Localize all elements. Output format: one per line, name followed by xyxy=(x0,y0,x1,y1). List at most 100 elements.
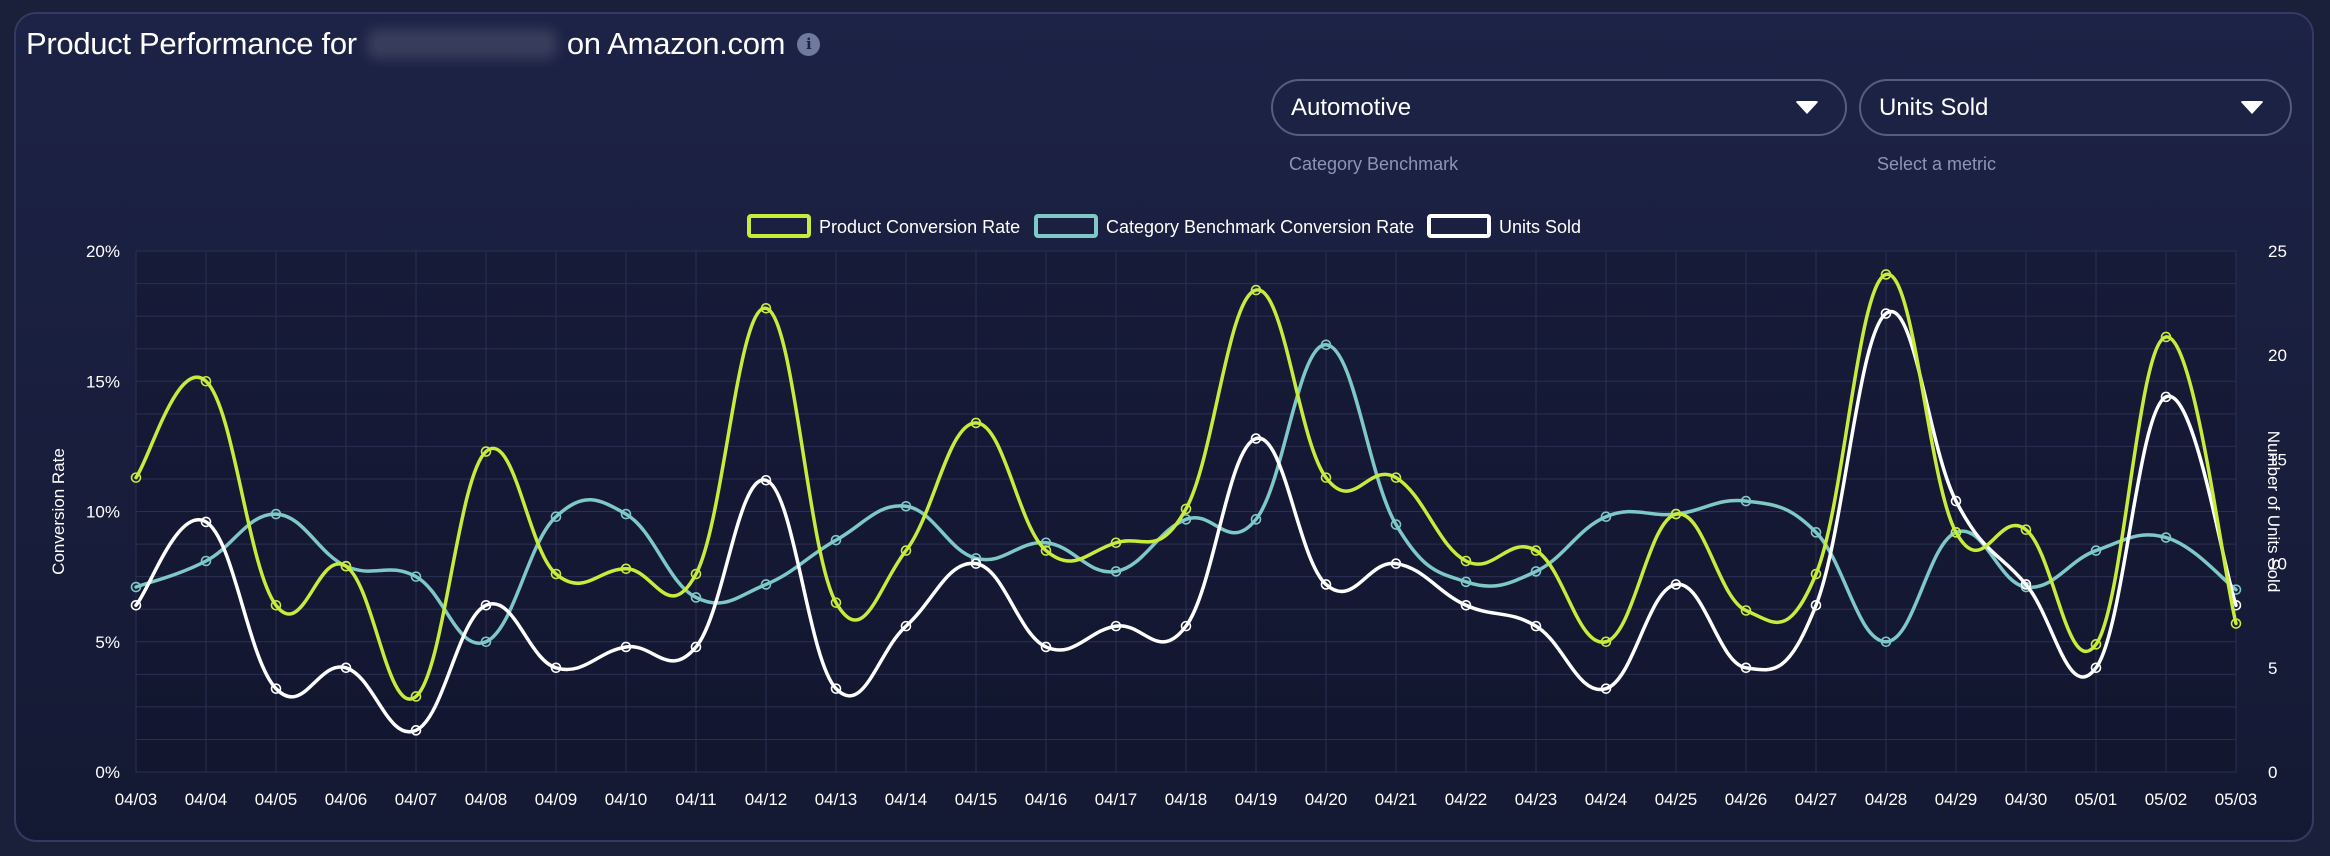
x-tick-label: 04/29 xyxy=(1935,790,1978,809)
chevron-down-icon[interactable] xyxy=(2240,101,2264,114)
data-point-units-sold[interactable] xyxy=(1110,620,1122,632)
data-point-product-conversion[interactable] xyxy=(1180,503,1192,515)
data-point-benchmark-conversion[interactable] xyxy=(1110,566,1122,577)
data-point-units-sold[interactable] xyxy=(1950,495,1962,507)
data-point-units-sold[interactable] xyxy=(1880,308,1892,319)
data-point-product-conversion[interactable] xyxy=(690,568,702,580)
data-point-benchmark-conversion[interactable] xyxy=(900,500,912,512)
data-point-units-sold[interactable] xyxy=(130,599,142,611)
data-point-benchmark-conversion[interactable] xyxy=(2090,545,2102,556)
data-point-units-sold[interactable] xyxy=(830,683,842,694)
data-point-benchmark-conversion[interactable] xyxy=(200,555,212,567)
x-tick-label: 04/10 xyxy=(605,790,648,809)
data-point-benchmark-conversion[interactable] xyxy=(760,579,772,590)
data-point-benchmark-conversion[interactable] xyxy=(410,571,422,582)
data-point-units-sold[interactable] xyxy=(1810,599,1822,611)
data-point-product-conversion[interactable] xyxy=(410,691,422,702)
data-point-units-sold[interactable] xyxy=(620,641,632,653)
data-point-product-conversion[interactable] xyxy=(2160,331,2172,343)
data-point-product-conversion[interactable] xyxy=(270,599,282,611)
data-point-product-conversion[interactable] xyxy=(130,472,142,483)
data-point-benchmark-conversion[interactable] xyxy=(1880,636,1892,648)
data-point-units-sold[interactable] xyxy=(340,662,352,674)
data-point-product-conversion[interactable] xyxy=(1670,508,1682,520)
data-point-units-sold[interactable] xyxy=(1460,599,1472,611)
data-point-product-conversion[interactable] xyxy=(1040,545,1052,556)
data-point-units-sold[interactable] xyxy=(1670,579,1682,590)
data-point-benchmark-conversion[interactable] xyxy=(1530,566,1542,577)
data-point-units-sold[interactable] xyxy=(2090,662,2102,674)
data-point-product-conversion[interactable] xyxy=(620,563,632,575)
data-point-product-conversion[interactable] xyxy=(970,417,982,429)
category-benchmark-select[interactable]: Automotive xyxy=(1271,79,1847,136)
data-point-product-conversion[interactable] xyxy=(1530,545,1542,556)
data-point-benchmark-conversion[interactable] xyxy=(1600,511,1612,523)
data-point-benchmark-conversion[interactable] xyxy=(1390,519,1402,530)
legend-swatch-units-sold[interactable] xyxy=(1427,214,1491,238)
data-point-product-conversion[interactable] xyxy=(550,568,562,580)
x-tick-label: 04/11 xyxy=(675,790,716,809)
data-point-benchmark-conversion[interactable] xyxy=(1810,527,1822,538)
data-point-product-conversion[interactable] xyxy=(1390,472,1402,483)
data-point-benchmark-conversion[interactable] xyxy=(830,534,842,546)
data-point-units-sold[interactable] xyxy=(690,641,702,653)
data-point-product-conversion[interactable] xyxy=(200,375,212,387)
legend-label-units-sold[interactable]: Units Sold xyxy=(1499,217,1581,237)
data-point-product-conversion[interactable] xyxy=(1880,269,1892,280)
data-point-product-conversion[interactable] xyxy=(1110,537,1122,549)
data-point-units-sold[interactable] xyxy=(2020,579,2032,590)
chevron-down-icon[interactable] xyxy=(1795,101,1819,114)
data-point-units-sold[interactable] xyxy=(1740,662,1752,674)
info-icon[interactable]: i xyxy=(797,32,821,56)
data-point-product-conversion[interactable] xyxy=(2090,639,2102,650)
data-point-benchmark-conversion[interactable] xyxy=(480,636,492,648)
data-point-units-sold[interactable] xyxy=(270,683,282,694)
data-point-units-sold[interactable] xyxy=(1530,620,1542,632)
data-point-units-sold[interactable] xyxy=(1040,641,1052,653)
data-point-product-conversion[interactable] xyxy=(1250,284,1262,296)
data-point-benchmark-conversion[interactable] xyxy=(690,592,702,603)
data-point-benchmark-conversion[interactable] xyxy=(1740,495,1752,507)
data-point-benchmark-conversion[interactable] xyxy=(1460,576,1472,588)
data-point-units-sold[interactable] xyxy=(1390,558,1402,569)
data-point-units-sold[interactable] xyxy=(1250,433,1262,444)
data-point-product-conversion[interactable] xyxy=(1740,605,1752,616)
legend-label-benchmark-conversion[interactable]: Category Benchmark Conversion Rate xyxy=(1106,217,1414,237)
data-point-units-sold[interactable] xyxy=(1320,579,1332,590)
data-point-product-conversion[interactable] xyxy=(1320,472,1332,483)
data-point-units-sold[interactable] xyxy=(1600,683,1612,694)
data-point-product-conversion[interactable] xyxy=(900,545,912,556)
data-point-benchmark-conversion[interactable] xyxy=(620,508,632,520)
data-point-units-sold[interactable] xyxy=(2160,391,2172,403)
data-point-benchmark-conversion[interactable] xyxy=(550,511,562,523)
data-point-product-conversion[interactable] xyxy=(1810,568,1822,580)
data-point-benchmark-conversion[interactable] xyxy=(1320,339,1332,351)
data-point-units-sold[interactable] xyxy=(900,620,912,632)
legend-swatch-benchmark-conversion[interactable] xyxy=(1034,214,1098,238)
data-point-product-conversion[interactable] xyxy=(760,303,772,314)
data-point-units-sold[interactable] xyxy=(410,725,422,736)
data-point-product-conversion[interactable] xyxy=(1950,527,1962,538)
data-point-benchmark-conversion[interactable] xyxy=(2160,532,2172,543)
data-point-benchmark-conversion[interactable] xyxy=(1040,537,1052,549)
legend-label-product-conversion[interactable]: Product Conversion Rate xyxy=(819,217,1020,237)
x-tick-label: 04/26 xyxy=(1725,790,1768,809)
data-point-units-sold[interactable] xyxy=(550,662,562,674)
data-point-product-conversion[interactable] xyxy=(1460,555,1472,567)
metric-select[interactable]: Units Sold xyxy=(1859,79,2292,136)
data-point-benchmark-conversion[interactable] xyxy=(130,581,142,593)
data-point-product-conversion[interactable] xyxy=(480,446,492,457)
data-point-benchmark-conversion[interactable] xyxy=(270,508,282,520)
data-point-units-sold[interactable] xyxy=(200,516,212,528)
data-point-product-conversion[interactable] xyxy=(830,597,842,608)
data-point-units-sold[interactable] xyxy=(1180,620,1192,632)
data-point-product-conversion[interactable] xyxy=(1600,636,1612,648)
data-point-benchmark-conversion[interactable] xyxy=(1250,514,1262,525)
data-point-product-conversion[interactable] xyxy=(2230,618,2242,629)
data-point-units-sold[interactable] xyxy=(480,599,492,611)
data-point-units-sold[interactable] xyxy=(970,558,982,569)
data-point-units-sold[interactable] xyxy=(760,474,772,486)
data-point-product-conversion[interactable] xyxy=(2020,524,2032,536)
data-point-product-conversion[interactable] xyxy=(340,560,352,572)
legend-swatch-product-conversion[interactable] xyxy=(747,214,811,238)
